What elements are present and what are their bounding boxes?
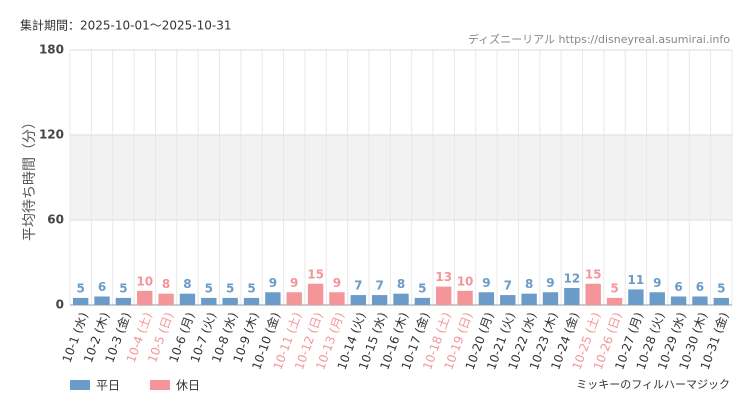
legend-label: 休日 [176,379,200,393]
legend-swatch [150,380,170,390]
bar [457,290,473,305]
data-label: 6 [674,280,682,294]
data-label: 5 [205,281,213,295]
bar [606,297,623,305]
data-label: 7 [504,279,512,293]
data-label: 5 [717,281,725,295]
data-label: 15 [585,267,602,281]
data-label: 7 [375,279,383,293]
chart-title: 集計期間：2025-10-01～2025-10-31 [20,18,231,33]
bar [371,295,388,305]
data-label: 11 [628,273,645,287]
data-label: 6 [98,280,106,294]
bar [649,292,665,305]
bar [414,297,431,305]
bar [243,297,260,305]
source: ディズニーリアル https://disneyreal.asumirai.inf… [468,32,730,46]
bar [478,292,495,305]
bar [265,292,281,305]
data-label: 9 [290,276,298,290]
legend-swatch [70,380,90,390]
data-label: 10 [457,274,474,288]
attraction-name: ミッキーのフィルハーマジック [576,378,730,391]
y-tick-label: 0 [56,298,64,312]
legend-label: 平日 [96,379,120,393]
data-label: 5 [226,281,234,295]
bar [94,296,110,305]
bar [670,296,687,305]
bar [137,290,153,305]
bar [564,288,580,305]
y-tick-label: 60 [47,213,64,227]
bar [286,292,302,305]
data-label: 8 [183,277,191,291]
data-label: 5 [610,281,618,295]
bar [521,293,537,305]
data-label: 9 [333,276,341,290]
data-label: 8 [525,277,533,291]
bar [115,297,132,305]
bar [222,297,238,305]
y-tick-label: 120 [39,128,64,142]
bar [350,295,366,305]
bar [713,297,730,305]
bar [201,297,217,305]
shaded-band [70,135,732,220]
bar [585,283,601,305]
bar [436,286,452,305]
data-label: 9 [269,276,277,290]
data-label: 9 [653,276,661,290]
bar [329,292,345,305]
data-label: 5 [247,281,255,295]
bar [628,289,644,305]
bar [307,283,324,305]
bar [393,293,409,305]
y-tick-label: 180 [39,43,64,57]
data-label: 9 [482,276,490,290]
data-label: 8 [397,277,405,291]
bar [179,293,196,305]
bar [500,295,516,305]
bar [542,292,559,305]
bar [158,293,174,305]
data-label: 13 [435,270,452,284]
data-label: 5 [418,281,426,295]
data-label: 15 [307,267,324,281]
bar [72,297,89,305]
bar [692,296,708,305]
data-label: 12 [563,272,580,286]
data-label: 9 [546,276,554,290]
data-label: 8 [162,277,170,291]
data-label: 5 [119,281,127,295]
data-label: 6 [696,280,704,294]
data-label: 10 [136,274,153,288]
data-label: 7 [354,279,362,293]
y-axis-label: 平均待ち時間（分） [22,115,38,241]
data-label: 5 [76,281,84,295]
